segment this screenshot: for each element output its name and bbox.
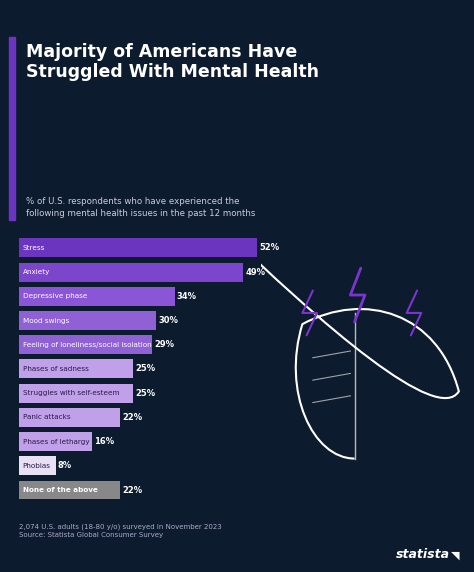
Text: Phases of lethargy: Phases of lethargy: [23, 439, 89, 444]
Bar: [19, 480, 119, 499]
Bar: [19, 287, 174, 305]
Text: 52%: 52%: [259, 243, 279, 252]
Text: 25%: 25%: [136, 364, 156, 374]
Text: ◥: ◥: [451, 551, 460, 561]
Bar: [19, 263, 243, 281]
Text: 16%: 16%: [94, 437, 115, 446]
Text: Struggles with self-esteem: Struggles with self-esteem: [23, 390, 119, 396]
Bar: [19, 456, 55, 475]
Text: None of the above: None of the above: [23, 487, 98, 493]
Bar: [19, 384, 133, 403]
Text: 2,074 U.S. adults (18-80 y/o) surveyed in November 2023
Source: Statista Global : 2,074 U.S. adults (18-80 y/o) surveyed i…: [19, 523, 222, 538]
Text: Depressive phase: Depressive phase: [23, 293, 87, 299]
Text: statista: statista: [396, 547, 450, 561]
Text: 25%: 25%: [136, 388, 156, 398]
Text: Feeling of loneliness/social isolation: Feeling of loneliness/social isolation: [23, 341, 151, 348]
Bar: [19, 239, 257, 257]
Text: 29%: 29%: [154, 340, 174, 349]
Bar: [19, 359, 133, 379]
Text: Anxiety: Anxiety: [23, 269, 50, 275]
Text: 8%: 8%: [58, 462, 72, 470]
Text: 34%: 34%: [177, 292, 197, 301]
Text: % of U.S. respondents who have experienced the
following mental health issues in: % of U.S. respondents who have experienc…: [26, 197, 255, 218]
Text: 22%: 22%: [122, 486, 142, 495]
Bar: [19, 311, 156, 330]
Text: Stress: Stress: [23, 245, 45, 251]
Text: 30%: 30%: [158, 316, 178, 325]
Text: Phases of sadness: Phases of sadness: [23, 366, 89, 372]
Text: Mood swings: Mood swings: [23, 317, 69, 324]
Text: Panic attacks: Panic attacks: [23, 414, 70, 420]
Text: Phobias: Phobias: [23, 463, 51, 469]
Bar: [19, 432, 92, 451]
Text: Majority of Americans Have
Struggled With Mental Health: Majority of Americans Have Struggled Wit…: [26, 43, 319, 81]
Text: 49%: 49%: [246, 268, 265, 276]
Bar: [19, 335, 152, 354]
Bar: [19, 408, 119, 427]
Text: 22%: 22%: [122, 413, 142, 422]
